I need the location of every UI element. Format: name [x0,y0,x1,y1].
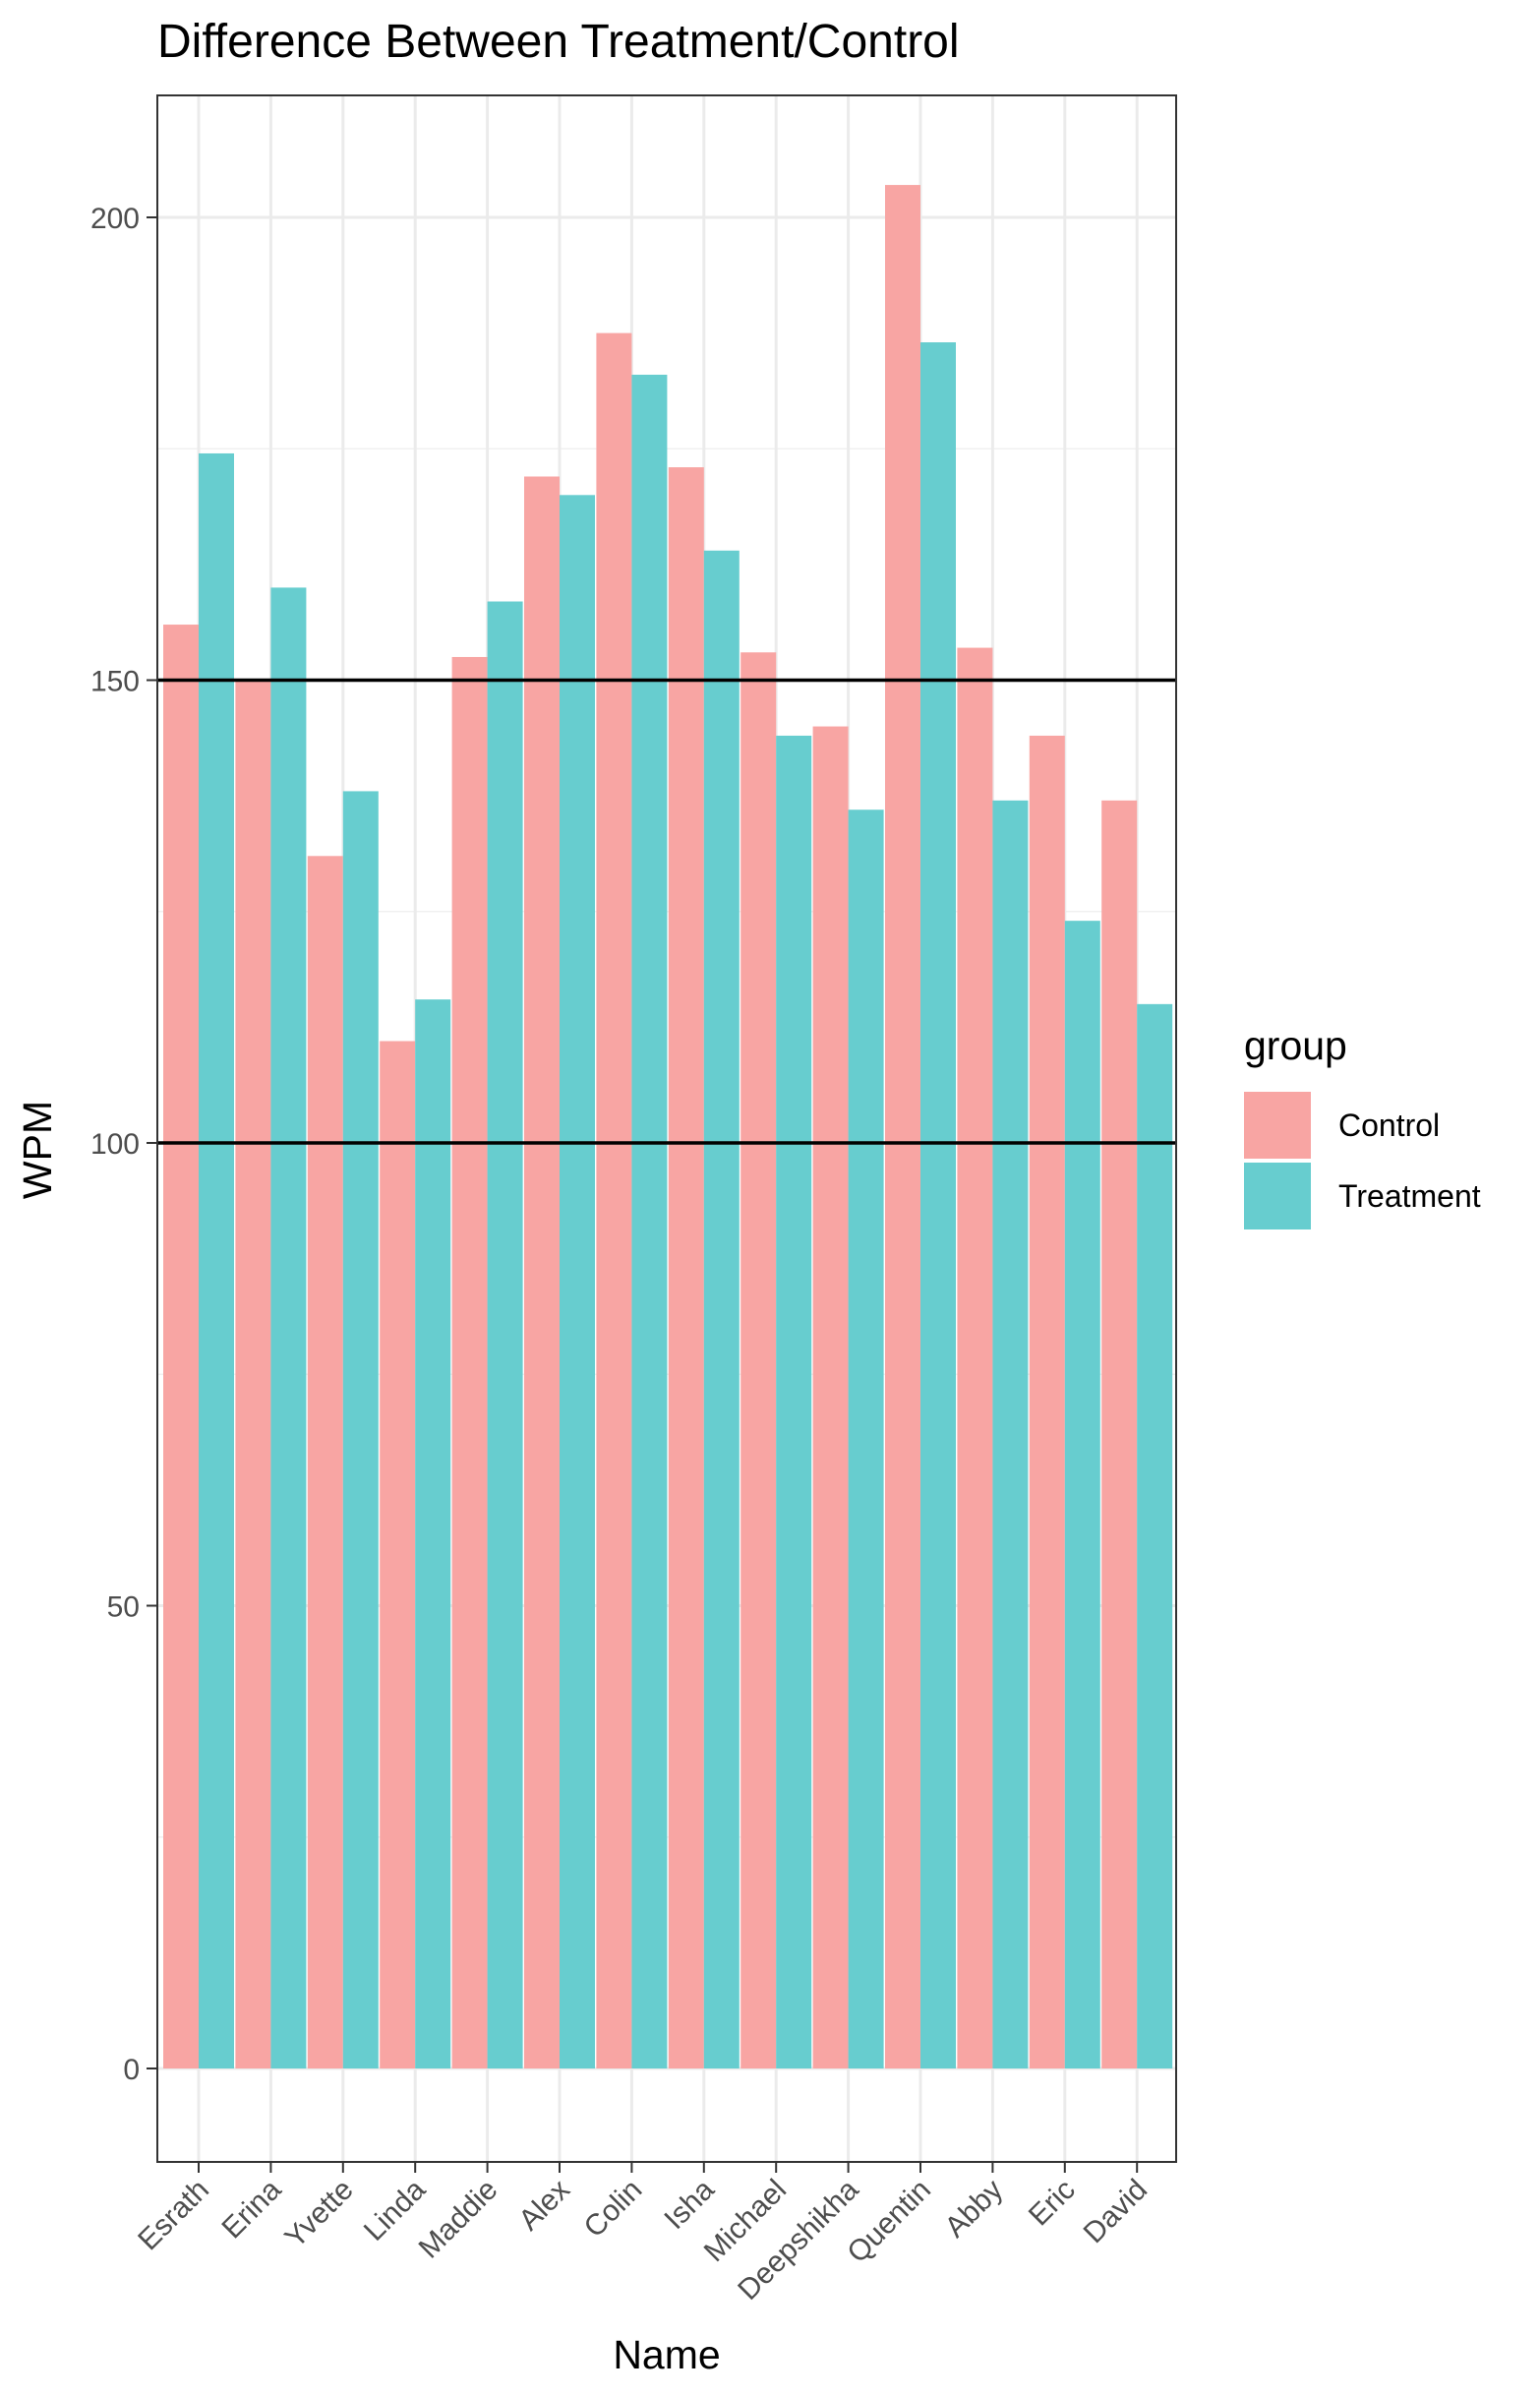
y-tick-label: 50 [107,1591,140,1624]
legend-key-treatment [1244,1163,1311,1229]
bar-control-isha [668,467,704,2068]
bar-treatment-isha [703,550,740,2068]
y-axis-title: WPM [15,1101,60,1199]
bar-control-david [1101,800,1138,2068]
x-tick-label: Isha [658,2173,721,2236]
bar-treatment-deepshikha [848,809,884,2068]
x-axis-title: Name [613,2332,720,2377]
panel-border [156,94,1177,2163]
bar-treatment-eric [1064,921,1100,2069]
legend-key-control [1244,1092,1311,1159]
bar-control-maddie [451,656,488,2068]
reference-lines [157,678,1176,1145]
x-tick-label: Maddie [413,2174,504,2265]
bar-control-colin [596,332,632,2068]
y-tick-label: 150 [90,666,140,698]
bar-control-alex [524,476,560,2069]
y-tick-label: 100 [90,1128,140,1161]
x-tick-label: Alex [512,2174,576,2238]
bar-treatment-abby [992,800,1029,2068]
bar-control-abby [957,647,993,2069]
x-tick-label: David [1078,2174,1155,2250]
bar-control-linda [380,1041,416,2068]
x-tick-label: Eric [1023,2174,1082,2233]
legend: group Control Treatment [1244,1023,1481,1229]
bar-treatment-david [1137,1003,1173,2068]
bar-treatment-alex [560,495,595,2068]
chart-title: Difference Between Treatment/Control [157,16,960,68]
x-tick-label: Esrath [132,2174,215,2257]
x-tick-label: Erina [215,2173,287,2245]
bars [163,185,1173,2069]
bar-control-michael [740,652,777,2068]
legend-label-treatment: Treatment [1338,1178,1481,1214]
bar-treatment-yvette [342,791,379,2069]
bar-treatment-quentin [920,342,956,2068]
bar-treatment-colin [631,374,668,2069]
bar-treatment-esrath [199,452,234,2069]
bar-control-yvette [307,856,343,2068]
bar-treatment-maddie [487,601,523,2068]
bar-control-deepshikha [812,726,849,2068]
bar-control-esrath [163,625,199,2068]
x-tick-label: Colin [578,2174,649,2245]
y-tick-label: 200 [90,203,140,235]
bar-control-erina [235,680,271,2068]
legend-label-control: Control [1338,1108,1440,1143]
y-tick-label: 0 [123,2054,140,2086]
x-tick-label: Yvette [278,2174,359,2254]
bar-treatment-michael [776,735,812,2069]
bar-treatment-linda [415,999,451,2068]
bar-treatment-erina [270,587,307,2068]
bar-control-eric [1029,735,1065,2069]
x-tick-label: Abby [939,2174,1010,2245]
legend-title: group [1244,1023,1347,1068]
y-axis: 0 50 100 150 200 [90,203,157,2086]
bar-control-quentin [885,185,920,2069]
